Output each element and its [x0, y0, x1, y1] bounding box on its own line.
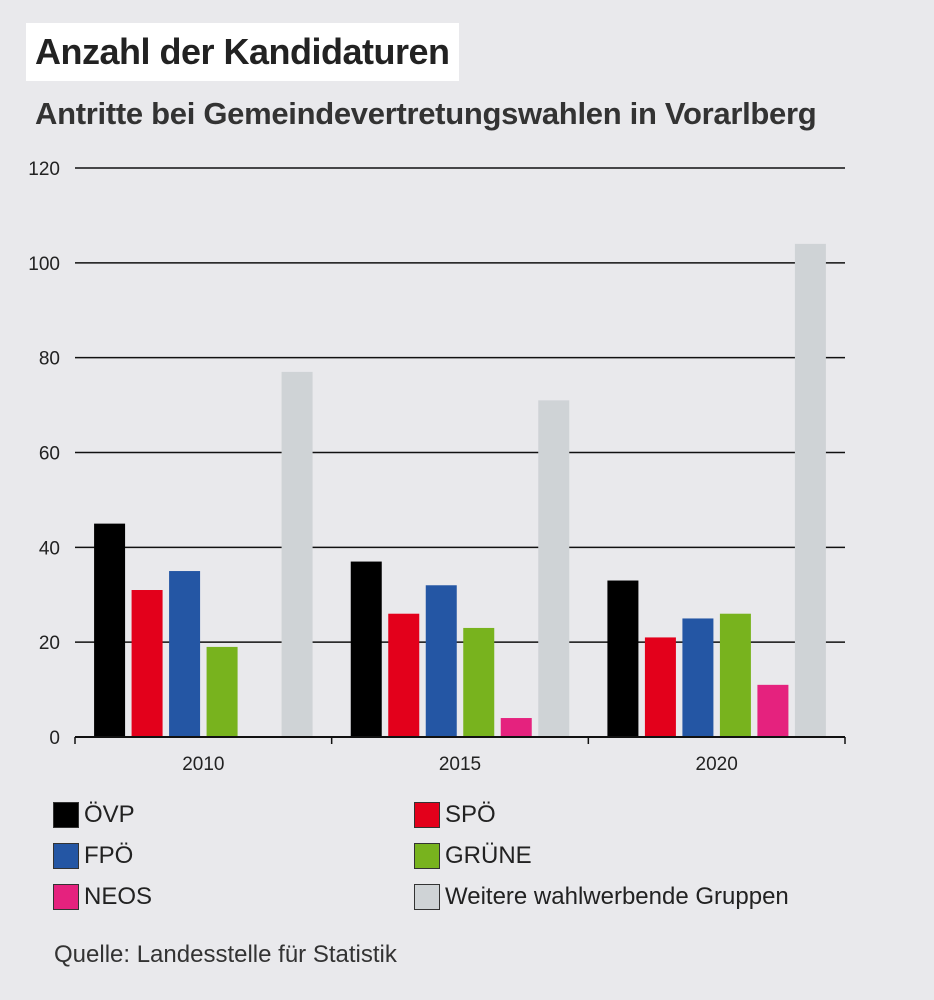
bar	[281, 371, 313, 737]
chart-title: Anzahl der Kandidaturen	[26, 23, 459, 81]
legend-item-fpoe: FPÖ	[53, 841, 133, 871]
legend-label: Weitere wahlwerbende Gruppen	[445, 883, 789, 910]
legend-swatch	[414, 843, 440, 869]
source-note: Quelle: Landesstelle für Statistik	[54, 941, 397, 968]
bar	[538, 400, 570, 737]
x-tick-label: 2015	[439, 754, 481, 775]
bar	[500, 718, 532, 737]
x-axis	[74, 736, 846, 744]
bar	[644, 637, 676, 737]
legend-label: FPÖ	[84, 842, 134, 869]
legend-swatch	[414, 802, 440, 828]
bar	[425, 585, 457, 737]
legend-swatch	[414, 884, 440, 910]
legend-swatch	[53, 802, 79, 828]
legend-item-weitere: Weitere wahlwerbende Gruppen	[414, 882, 789, 912]
bar	[794, 243, 826, 737]
bars	[94, 243, 826, 737]
bar	[719, 613, 751, 737]
x-tick-label: 2020	[696, 754, 738, 775]
tick-labels: 0 20 40 60 80 100 120 2010 2015 2020	[28, 159, 738, 775]
legend-label: SPÖ	[445, 801, 496, 828]
gridlines	[75, 167, 845, 643]
y-tick-label: 120	[28, 159, 60, 180]
y-tick-label: 20	[39, 633, 60, 654]
legend-swatch	[53, 884, 79, 910]
x-tick-label: 2010	[182, 754, 224, 775]
bar	[607, 580, 639, 737]
legend-item-gruene: GRÜNE	[414, 841, 532, 871]
bar	[94, 523, 126, 737]
bar	[463, 627, 495, 737]
legend-label: ÖVP	[84, 801, 135, 828]
legend-swatch	[53, 843, 79, 869]
y-tick-label: 100	[28, 254, 60, 275]
y-tick-label: 80	[39, 349, 60, 370]
legend-item-spoe: SPÖ	[414, 800, 496, 830]
bar	[169, 571, 201, 737]
bar	[206, 646, 238, 737]
legend-label: GRÜNE	[445, 842, 532, 869]
legend-label: NEOS	[84, 883, 153, 910]
bar	[350, 561, 382, 737]
legend-item-neos: NEOS	[53, 882, 152, 912]
chart-subtitle: Antritte bei Gemeindevertretungswahlen i…	[35, 96, 817, 131]
legend-item-oevp: ÖVP	[53, 800, 135, 830]
bar	[682, 618, 714, 737]
bar	[388, 613, 420, 737]
bar-chart: 0 20 40 60 80 100 120 2010 2015 2020	[28, 159, 846, 775]
bar	[131, 590, 163, 737]
y-tick-label: 40	[39, 538, 60, 559]
bar	[757, 684, 789, 737]
y-tick-label: 60	[39, 444, 60, 465]
y-tick-label: 0	[49, 728, 60, 749]
